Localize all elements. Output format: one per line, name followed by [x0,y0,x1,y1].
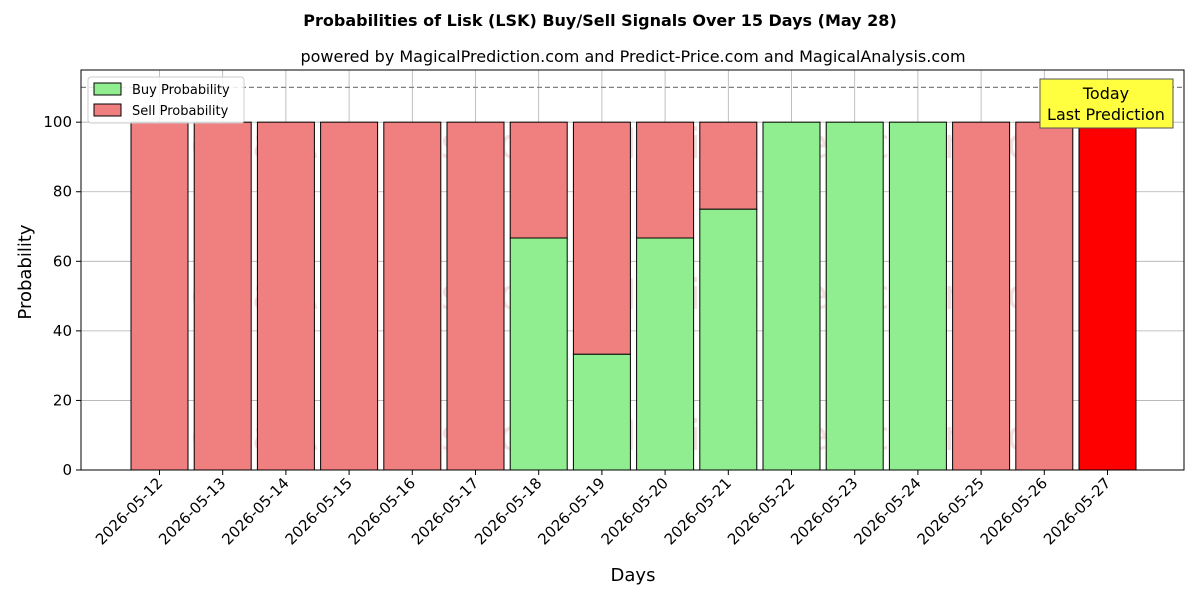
annotation-box [1039,78,1174,129]
bar-sell [320,121,379,471]
x-tick-label: 2026-05-12 [92,474,166,548]
legend-label-buy: Buy Probability [132,83,230,98]
x-tick-label: 2026-05-13 [155,474,229,548]
bar-sell [952,121,1011,471]
bar-sell [1015,121,1074,471]
bar-sell [636,121,695,239]
annotation-line-1: Today [1082,84,1129,103]
bar-sell [509,121,568,239]
y-tick-label: 100 [43,113,72,131]
bar-buy [888,121,947,471]
bar-sell [193,121,252,471]
legend-box [87,76,245,124]
today-annotation: Today Last Prediction [1039,78,1174,129]
bar-sell-highlight [1078,121,1137,471]
x-tick-label: 2026-05-26 [977,474,1051,548]
bar-buy [699,208,758,471]
x-tick-label: 2026-05-25 [914,474,988,548]
bar-sell [256,121,315,471]
bar-sell [699,121,758,210]
y-tick-label: 0 [62,461,72,479]
x-tick-label: 2026-05-24 [850,474,924,548]
legend: Buy Probability Sell Probability [87,76,245,124]
x-tick-label: 2026-05-18 [471,474,545,548]
bar-buy [825,121,884,471]
y-tick-label: 80 [53,183,72,201]
y-tick-label: 40 [53,322,72,340]
legend-label-sell: Sell Probability [132,104,229,119]
x-tick-label: 2026-05-23 [787,474,861,548]
bars-layer [130,121,1137,471]
bar-buy [572,353,631,471]
bar-buy [636,237,695,471]
bar-buy [509,237,568,471]
x-tick-label: 2026-05-27 [1040,474,1114,548]
bar-sell [383,121,442,471]
x-axis-label: Days [611,565,656,586]
x-tick-label: 2026-05-16 [345,474,419,548]
x-tick-label: 2026-05-20 [598,474,672,548]
plot-area-frame [80,69,1185,471]
chart-subtitle: powered by MagicalPrediction.com and Pre… [300,47,965,66]
x-tick-label: 2026-05-15 [282,474,356,548]
x-tick-label: 2026-05-21 [661,474,735,548]
bar-sell [446,121,505,471]
bar-sell [572,121,631,355]
x-tick-label: 2026-05-17 [408,474,482,548]
y-tick-label: 20 [53,391,72,409]
chart-title: Probabilities of Lisk (LSK) Buy/Sell Sig… [303,11,897,30]
y-axis-ticks: 0 20 40 60 80 100 [43,113,81,479]
x-tick-label: 2026-05-22 [724,474,798,548]
x-tick-label: 2026-05-19 [534,474,608,548]
annotation-line-2: Last Prediction [1047,105,1165,124]
x-tick-label: 2026-05-14 [218,474,292,548]
bar-sell [130,121,189,471]
x-axis-ticks: 2026-05-122026-05-132026-05-142026-05-15… [92,470,1114,548]
bar-buy [762,121,821,471]
y-tick-label: 60 [53,252,72,270]
y-axis-label: Probability [15,224,36,319]
legend-swatch-buy [93,82,122,96]
legend-swatch-sell [93,103,122,117]
